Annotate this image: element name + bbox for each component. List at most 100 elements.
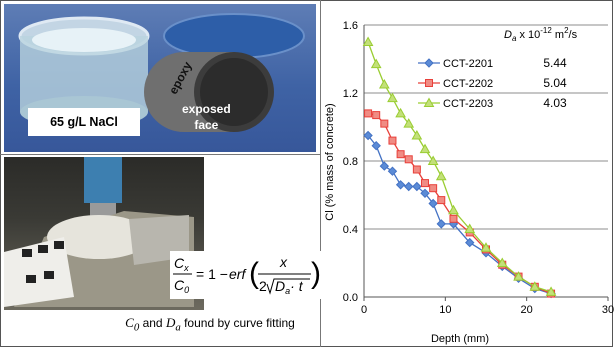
data-point-cct-2201 xyxy=(404,181,414,192)
legend-header-d: D xyxy=(504,29,512,41)
x-axis-label: Depth (mm) xyxy=(431,333,489,345)
eq-c0: C xyxy=(174,277,185,293)
series-line-cct-2201 xyxy=(367,135,552,295)
x-tick-label: 10 xyxy=(439,304,451,316)
svg-text:C0: C0 xyxy=(174,277,189,295)
y-tick-label: 1.6 xyxy=(343,20,358,32)
chart-series xyxy=(362,36,557,299)
data-point-cct-2202 xyxy=(421,179,429,188)
exposed-face-label: exposed face xyxy=(182,101,231,133)
legend-header-tail: /s xyxy=(569,29,578,41)
eq-cx: C xyxy=(174,255,185,271)
data-point-cct-2203 xyxy=(545,286,557,296)
exposed-face-label-line2: face xyxy=(194,118,219,132)
eq-t: · t xyxy=(290,278,304,294)
y-tick-label: 1.2 xyxy=(343,88,358,100)
data-point-cct-2202 xyxy=(380,119,389,128)
data-point-cct-2203 xyxy=(370,58,382,69)
legend-header-unit: m xyxy=(552,29,564,41)
exposed-face-label-line1: exposed xyxy=(182,102,231,116)
chart-grid xyxy=(364,24,608,230)
eq-two: 2 xyxy=(259,278,267,294)
data-point-cct-2203 xyxy=(529,281,541,291)
eq-x: x xyxy=(279,254,288,270)
legend-da-value-cct-2203: 4.03 xyxy=(543,96,567,110)
data-point-cct-2201 xyxy=(465,237,475,248)
y-tick-label: 0.8 xyxy=(343,156,358,168)
legend-marker-cct-2202 xyxy=(425,79,433,87)
eq-da: D xyxy=(275,278,285,294)
grinding-photo xyxy=(4,157,204,310)
data-point-cct-2202 xyxy=(404,155,413,164)
caption-da: D xyxy=(165,315,176,330)
legend-da-value-cct-2202: 5.04 xyxy=(543,76,567,90)
eq-da-sub: a xyxy=(285,286,290,296)
data-point-cct-2203 xyxy=(387,92,398,103)
y-axis-label: Cl (% mass of concrete) xyxy=(324,103,336,220)
svg-text:): ) xyxy=(311,257,321,290)
data-point-cct-2201 xyxy=(428,198,438,209)
data-point-cct-2203 xyxy=(411,129,423,140)
x-tick-label: 20 xyxy=(521,304,533,316)
y-tick-label: 0.0 xyxy=(343,292,358,304)
data-point-cct-2202 xyxy=(412,165,421,174)
data-point-cct-2201 xyxy=(371,140,381,151)
data-point-cct-2203 xyxy=(419,143,431,154)
legend-label-cct-2203: CCT-2203 xyxy=(443,98,493,110)
nacl-label: 65 g/L NaCl xyxy=(28,108,140,136)
legend-marker-cct-2203 xyxy=(423,97,435,107)
data-point-cct-2203 xyxy=(403,118,415,128)
data-point-cct-2202 xyxy=(364,109,373,118)
eq-c0-sub: 0 xyxy=(184,285,189,295)
x-tick-label: 0 xyxy=(361,304,367,316)
legend-header-sub: a xyxy=(512,34,517,43)
data-point-cct-2203 xyxy=(378,78,390,89)
x-tick-label: 30 xyxy=(602,304,614,316)
caption-c0-sub: 0 xyxy=(133,321,140,334)
caption-c0: C xyxy=(125,315,134,330)
eq-rhs-prefix: = 1 − xyxy=(196,266,228,282)
data-point-cct-2203 xyxy=(464,223,476,233)
caption-and: and xyxy=(139,316,166,330)
legend-header-x10: x 10 xyxy=(516,29,540,41)
legend-header-exp: -12 xyxy=(540,26,552,35)
data-point-cct-2202 xyxy=(388,136,397,145)
svg-text:Cx: Cx xyxy=(174,255,189,273)
legend-da-value-cct-2201: 5.44 xyxy=(543,56,567,70)
caption-rest: found by curve fitting xyxy=(180,316,295,330)
data-point-cct-2201 xyxy=(412,181,422,192)
data-point-cct-2203 xyxy=(480,242,492,252)
data-point-cct-2203 xyxy=(362,36,374,46)
data-point-cct-2202 xyxy=(396,150,405,159)
data-point-cct-2203 xyxy=(513,271,524,281)
legend-label-cct-2202: CCT-2202 xyxy=(443,78,493,90)
data-point-cct-2201 xyxy=(379,161,390,171)
svg-text:(: ( xyxy=(249,257,259,290)
equation-drawing: Cx C0 = 1 − erf ( x 2 Da· t ) xyxy=(173,254,321,296)
data-point-cct-2201 xyxy=(395,180,406,190)
chart-axes: 0.0 0.4 0.8 1.2 1.6 0 10 20 30 xyxy=(343,20,614,316)
data-point-cct-2203 xyxy=(427,155,439,165)
data-point-cct-2203 xyxy=(448,204,459,215)
legend-label-cct-2201: CCT-2201 xyxy=(443,58,493,70)
data-point-cct-2201 xyxy=(436,219,446,229)
caption-da-sub: a xyxy=(175,321,181,334)
data-point-cct-2202 xyxy=(449,214,458,223)
data-point-cct-2202 xyxy=(429,184,438,193)
svg-text:Da· t: Da· t xyxy=(275,278,304,296)
panel-divider-vertical xyxy=(320,0,321,347)
data-point-cct-2203 xyxy=(395,107,406,118)
data-point-cct-2201 xyxy=(363,130,373,141)
data-point-cct-2203 xyxy=(435,170,447,181)
legend-header-unit-exp: 2 xyxy=(564,26,569,35)
data-point-cct-2201 xyxy=(387,166,398,176)
chart-legend: Da x 10-12 m2/s CCT-2201 5.44 CCT-2202 5.04… xyxy=(418,26,578,110)
data-point-cct-2203 xyxy=(496,257,508,267)
eq-cx-sub: x xyxy=(183,263,189,273)
legend-header: Da x 10-12 m2/s xyxy=(504,26,578,43)
data-point-cct-2201 xyxy=(420,188,430,199)
error-function-equation: Cx C0 = 1 − erf ( x 2 Da· t ) xyxy=(170,251,322,299)
panel-divider-horizontal xyxy=(0,154,320,155)
